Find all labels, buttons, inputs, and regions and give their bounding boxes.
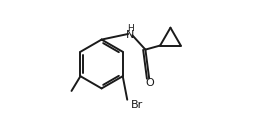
Text: H: H [127,24,134,33]
Text: O: O [145,78,154,88]
Text: N: N [126,30,135,40]
Text: Br: Br [131,100,143,110]
